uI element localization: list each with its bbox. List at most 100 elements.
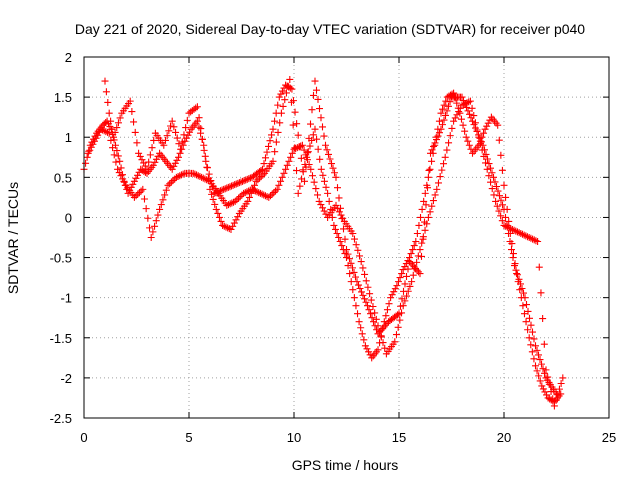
data-point <box>503 221 511 229</box>
data-point <box>441 153 449 161</box>
data-point <box>486 116 494 124</box>
data-point <box>502 193 510 201</box>
data-point <box>331 225 339 233</box>
data-point <box>222 223 230 231</box>
data-point <box>202 157 210 165</box>
data-point <box>349 264 356 272</box>
data-point <box>165 127 173 135</box>
data-point <box>274 128 282 136</box>
data-point <box>368 314 376 322</box>
data-point <box>252 177 260 185</box>
data-point <box>306 142 314 150</box>
data-point <box>341 235 349 243</box>
data-point <box>493 202 501 210</box>
data-point <box>343 254 350 262</box>
data-point <box>407 250 415 258</box>
data-point <box>229 181 237 189</box>
data-point <box>350 294 358 302</box>
data-point <box>507 225 515 233</box>
data-point <box>335 234 343 241</box>
data-point <box>412 264 419 272</box>
x-tick-labels: 0 5 10 15 20 25 <box>80 430 616 445</box>
data-point <box>147 234 155 241</box>
data-point <box>502 222 510 230</box>
data-point <box>332 201 340 209</box>
data-point <box>376 328 383 336</box>
data-point <box>391 338 399 346</box>
data-point <box>532 237 540 245</box>
data-point <box>325 150 332 158</box>
data-point <box>257 173 265 181</box>
data-point <box>152 155 160 163</box>
data-point <box>255 189 263 197</box>
data-point <box>268 190 276 198</box>
data-point <box>149 228 157 236</box>
data-point <box>115 169 123 177</box>
data-point <box>413 229 421 237</box>
data-point <box>232 216 240 224</box>
data-point <box>119 175 127 183</box>
data-point <box>421 218 428 226</box>
data-point <box>148 144 156 152</box>
data-point <box>205 170 213 178</box>
data-point <box>251 181 259 189</box>
data-point <box>142 205 150 213</box>
data-point <box>322 183 330 191</box>
data-point <box>137 187 145 195</box>
data-point <box>365 306 373 314</box>
data-point <box>468 104 476 112</box>
data-point <box>440 160 448 168</box>
data-point <box>86 146 94 154</box>
data-point <box>301 177 308 185</box>
data-point <box>229 222 237 230</box>
data-point <box>440 101 448 109</box>
data-point <box>356 284 364 292</box>
data-point <box>254 176 262 184</box>
data-point <box>408 278 416 286</box>
data-point <box>245 193 253 201</box>
data-point <box>352 302 360 310</box>
data-point <box>510 226 518 234</box>
data-point <box>361 295 368 303</box>
data-point <box>409 261 416 269</box>
data-point <box>245 175 253 183</box>
data-point <box>146 224 154 232</box>
data-point <box>514 271 521 279</box>
data-point <box>396 274 404 282</box>
data-point <box>224 183 232 191</box>
data-point <box>458 101 466 109</box>
data-point <box>294 131 302 139</box>
data-point <box>418 252 425 260</box>
data-point <box>135 189 143 197</box>
data-point <box>173 156 181 164</box>
data-point <box>453 111 461 119</box>
data-point <box>379 325 386 333</box>
data-point <box>268 131 275 139</box>
data-point <box>536 377 544 385</box>
data-point <box>398 295 406 303</box>
data-point <box>497 212 505 220</box>
data-point <box>240 189 248 197</box>
data-point <box>221 185 229 193</box>
data-point <box>179 170 187 178</box>
data-point <box>466 110 473 118</box>
data-point <box>436 173 444 181</box>
data-point <box>555 385 563 393</box>
data-point <box>343 246 350 254</box>
data-point <box>136 152 144 160</box>
data-point <box>213 188 221 196</box>
data-point <box>92 134 100 142</box>
data-point <box>337 211 345 219</box>
data-point <box>476 134 484 142</box>
data-point <box>110 151 118 159</box>
data-point <box>307 165 315 173</box>
data-point <box>536 356 544 364</box>
data-point <box>524 326 532 334</box>
data-point <box>353 278 361 286</box>
data-point <box>424 173 432 181</box>
data-point <box>427 149 434 157</box>
data-point <box>319 171 327 179</box>
data-point <box>355 318 363 326</box>
data-point <box>260 160 268 168</box>
